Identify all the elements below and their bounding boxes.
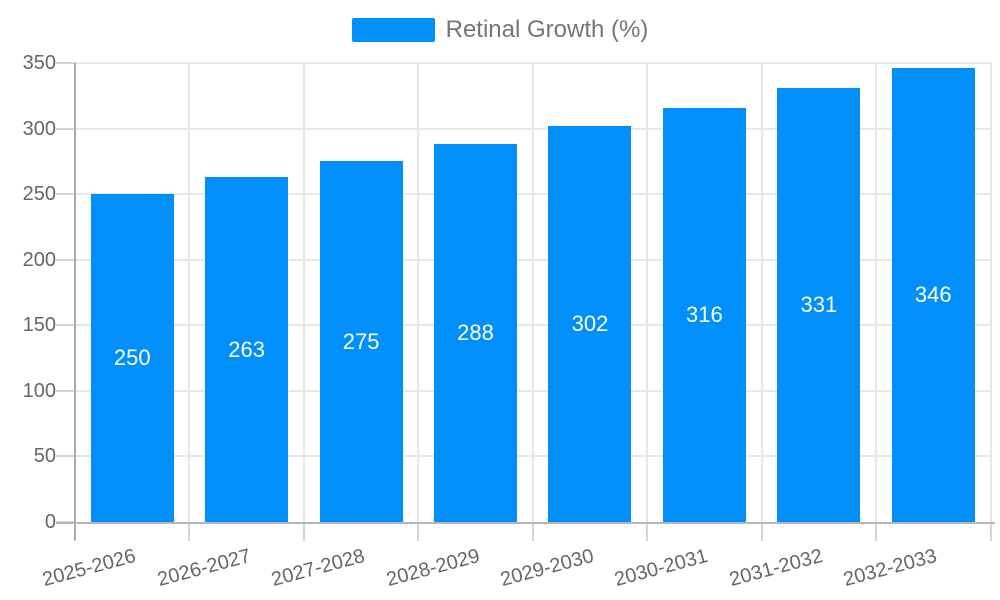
legend-label: Retinal Growth (%) (445, 16, 649, 43)
y-axis-tick (56, 127, 75, 130)
gridline-vertical (875, 63, 878, 522)
bar[interactable] (319, 161, 403, 522)
x-axis-tick (531, 524, 534, 541)
gridline-vertical (646, 63, 649, 522)
bar[interactable] (777, 87, 861, 522)
bar[interactable] (662, 107, 746, 522)
y-axis-tick (56, 258, 75, 261)
chart-legend[interactable]: Retinal Growth (%) (0, 18, 1000, 42)
x-axis-tick (989, 524, 992, 541)
y-axis-tick-label: 0 (44, 511, 56, 533)
y-axis-tick-label: 200 (22, 248, 56, 271)
x-axis-tick (417, 524, 420, 541)
y-axis-tick (56, 389, 75, 392)
x-axis-tick (302, 524, 305, 541)
bar-value-label: 346 (914, 282, 952, 308)
bar-value-label: 288 (457, 320, 494, 346)
bar-value-label: 302 (571, 310, 609, 336)
gridline-vertical (302, 63, 305, 522)
y-axis-tick-label: 300 (22, 117, 56, 140)
gridline-vertical (989, 63, 992, 522)
x-axis-tick (188, 524, 191, 541)
bar-value-label: 275 (342, 328, 380, 354)
bar-value-label: 263 (228, 336, 266, 362)
y-axis-line (74, 63, 76, 540)
bar[interactable] (90, 194, 174, 522)
y-axis-tick (56, 455, 75, 458)
y-axis-tick (56, 193, 75, 196)
x-axis-line (56, 522, 995, 524)
bar-value-label: 250 (113, 345, 151, 371)
y-axis-tick-label: 350 (22, 52, 56, 74)
y-axis-tick (56, 324, 75, 327)
bar[interactable] (205, 177, 289, 522)
bar[interactable] (434, 144, 518, 522)
x-axis-tick (760, 524, 763, 541)
gridline-vertical (417, 63, 420, 522)
gridline-vertical (531, 63, 534, 522)
y-axis-tick (56, 62, 75, 64)
x-axis-tick (875, 524, 878, 541)
y-axis-tick-label: 100 (22, 379, 56, 402)
y-axis-tick-label: 150 (22, 314, 56, 337)
bar[interactable] (891, 68, 975, 522)
y-axis-tick-label: 50 (33, 445, 56, 468)
gridline-vertical (188, 63, 191, 522)
bar-value-label: 316 (686, 301, 723, 327)
gridline-vertical (760, 63, 763, 522)
x-axis-tick (646, 524, 649, 541)
legend-color-swatch (351, 18, 435, 42)
bar[interactable] (548, 125, 632, 522)
bar-value-label: 331 (800, 291, 838, 317)
y-axis-tick-label: 250 (22, 183, 56, 206)
